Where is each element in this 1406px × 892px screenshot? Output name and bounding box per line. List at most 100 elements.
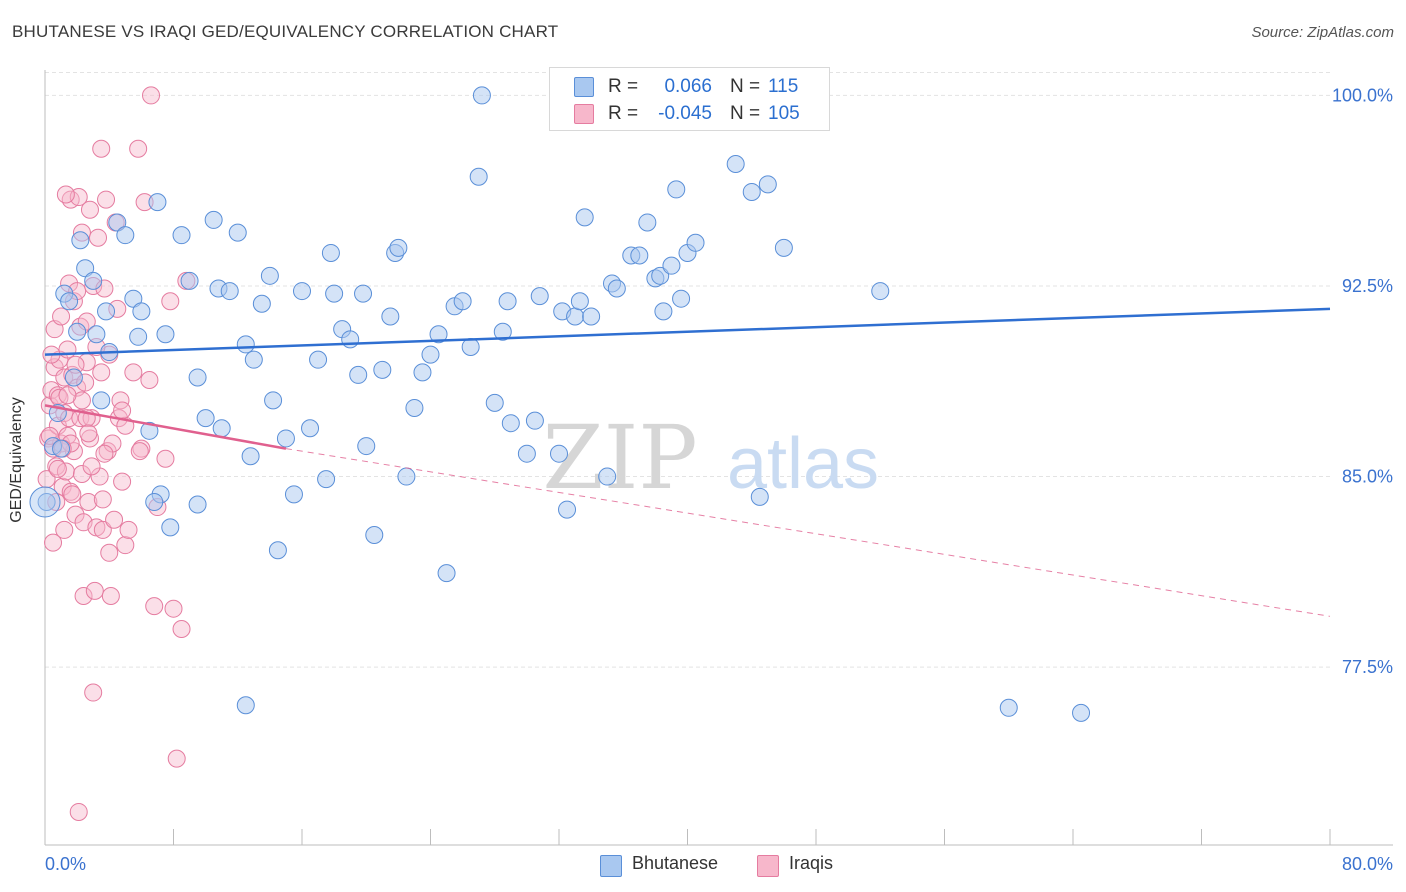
- bhutanese-point: [667, 180, 686, 199]
- bhutanese-point: [140, 421, 159, 440]
- stats-row-iraqis: R = -0.045 N = 105: [550, 101, 829, 127]
- bhutanese-swatch: [574, 77, 594, 97]
- bhutanese-point: [236, 696, 255, 715]
- iraqis-point: [161, 292, 180, 311]
- bhutanese-point: [188, 368, 207, 387]
- r-label: R =: [608, 76, 639, 97]
- bhutanese-point: [349, 365, 368, 384]
- bhutanese-point: [469, 167, 488, 186]
- bhutanese-point: [582, 307, 601, 326]
- iraqis-point: [97, 190, 116, 209]
- gridlines: [45, 72, 1330, 668]
- iraqis-point: [113, 401, 132, 420]
- legend-label-iraqis: Iraqis: [789, 853, 834, 873]
- iraqis-point: [84, 683, 103, 702]
- bhutanese-point: [651, 266, 670, 285]
- bhutanese-point: [742, 182, 761, 201]
- bhutanese-point: [76, 259, 95, 278]
- bhutanese-point: [517, 444, 536, 463]
- iraqis-point: [80, 200, 99, 219]
- bhutanese-point: [871, 282, 890, 301]
- stats-box: R = 0.066 N = 115 R = -0.045 N = 105: [549, 67, 830, 131]
- iraqis-point: [37, 470, 56, 489]
- x-tick-label-min: 0.0%: [45, 854, 86, 874]
- bhutanese-point: [437, 564, 456, 583]
- bhutanese-point: [461, 337, 480, 356]
- chart-title: BHUTANESE VS IRAQI GED/EQUIVALENCY CORRE…: [12, 22, 559, 41]
- bhutanese-trend-line: [44, 307, 1331, 356]
- bhutanese-point: [325, 284, 344, 303]
- bhutanese-point: [774, 238, 793, 257]
- iraqis-point: [100, 543, 119, 562]
- bhutanese-point: [212, 419, 231, 438]
- bhutanese-point: [156, 325, 175, 344]
- iraqis-point: [72, 391, 91, 410]
- watermark-atlas: atlas: [727, 424, 879, 504]
- bhutanese-point: [260, 266, 279, 285]
- bhutanese-r-value: 0.066: [664, 76, 712, 97]
- bhutanese-point: [268, 541, 287, 560]
- iraqis-point: [92, 363, 111, 382]
- source-credit: Source: ZipAtlas.com: [1251, 24, 1394, 41]
- watermark: ZIP atlas: [542, 406, 879, 509]
- bhutanese-point: [317, 470, 336, 489]
- bhutanese-point: [1072, 703, 1091, 722]
- bhutanese-point: [429, 325, 448, 344]
- bhutanese-point: [228, 223, 247, 242]
- bhutanese-point: [525, 411, 544, 430]
- bhutanese-point: [52, 439, 71, 458]
- bhutanese-point: [598, 467, 617, 486]
- bhutanese-point: [321, 243, 340, 262]
- bhutanese-point: [37, 492, 56, 511]
- iraqis-point: [172, 620, 191, 639]
- bhutanese-point: [566, 307, 585, 326]
- bhutanese-point: [116, 226, 135, 245]
- tick-labels: 77.5% 85.0% 92.5% 100.0% 0.0% 80.0%: [45, 85, 1393, 874]
- bhutanese-point: [220, 282, 239, 301]
- iraqis-point: [119, 520, 138, 539]
- bhutanese-point: [570, 292, 589, 311]
- x-tick-label-max: 80.0%: [1342, 854, 1393, 874]
- bhutanese-point: [124, 289, 143, 308]
- bhutanese-point: [84, 271, 103, 290]
- bhutanese-n-value: 115: [768, 76, 799, 97]
- iraqis-point: [82, 457, 101, 476]
- bhutanese-point: [252, 294, 271, 313]
- iraqis-point: [145, 597, 164, 616]
- bhutanese-point: [244, 350, 263, 369]
- y-tick-label: 92.5%: [1342, 276, 1393, 296]
- bhutanese-point: [405, 398, 424, 417]
- iraqis-point: [48, 459, 67, 478]
- iraqis-point: [58, 386, 77, 405]
- bhutanese-point: [453, 292, 472, 311]
- y-tick-label: 100.0%: [1332, 85, 1393, 105]
- bhutanese-point: [172, 226, 191, 245]
- bhutanese-point: [550, 444, 568, 463]
- iraqis-n-value: 105: [768, 103, 800, 124]
- iraqis-point: [130, 442, 149, 461]
- bhutanese-point: [276, 429, 295, 448]
- iraqis-trend-extension: [285, 448, 1331, 617]
- legend-swatch-bhutanese: [600, 855, 622, 877]
- bhutanese-point: [161, 518, 180, 537]
- iraqis-point: [85, 581, 104, 600]
- bhutanese-point: [686, 233, 705, 252]
- stats-row-bhutanese: R = 0.066 N = 115: [550, 74, 829, 100]
- bhutanese-point: [236, 335, 255, 354]
- bhutanese-point: [204, 210, 223, 229]
- iraqis-point: [56, 185, 75, 204]
- bhutanese-point: [758, 175, 777, 194]
- iraqis-point: [55, 520, 74, 539]
- iraqis-point: [79, 492, 98, 511]
- iraqis-point: [74, 586, 93, 605]
- iraqis-point: [167, 749, 186, 768]
- bhutanese-point: [397, 467, 416, 486]
- bhutanese-point: [132, 302, 151, 321]
- bhutanese-point: [188, 495, 207, 514]
- bhutanese-point: [498, 292, 517, 311]
- bhutanese-point: [575, 208, 594, 227]
- bhutanese-point: [284, 485, 303, 504]
- bhutanese-point: [381, 307, 400, 326]
- iraqis-point: [63, 485, 82, 504]
